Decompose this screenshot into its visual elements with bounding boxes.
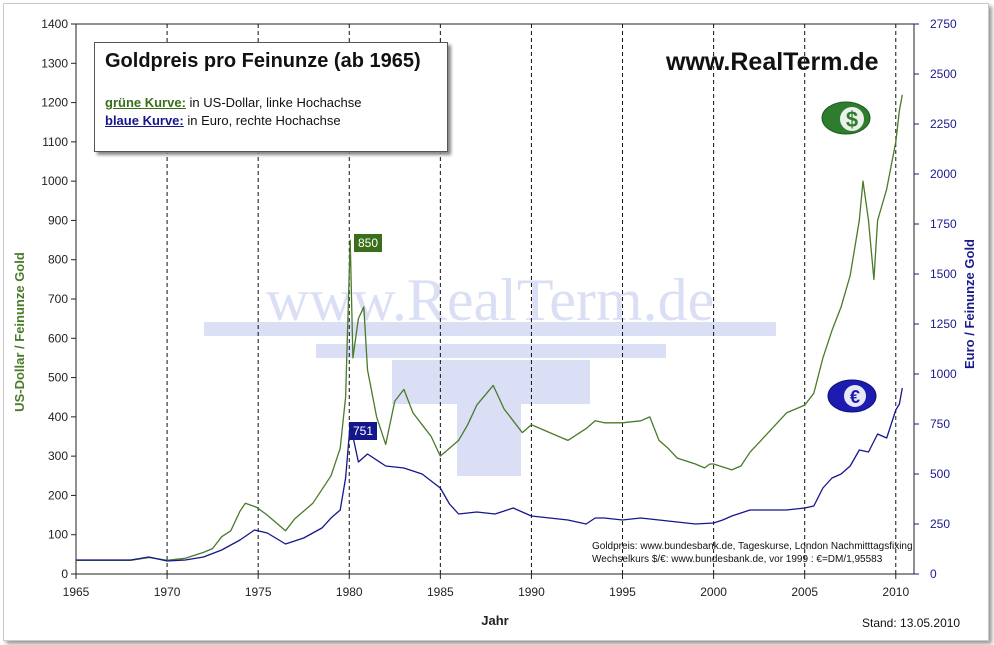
site-label: www.RealTerm.de: [666, 48, 879, 76]
y-left-tick-label: 700: [48, 292, 68, 306]
y-right-tick-label: 1750: [930, 217, 957, 231]
x-tick-label: 1995: [609, 585, 636, 599]
peak-label-usd: 850: [354, 234, 383, 252]
x-tick-label: 1985: [427, 585, 454, 599]
y-left-tick-label: 1400: [41, 17, 68, 31]
y-left-tick-label: 800: [48, 253, 68, 267]
y-right-tick-label: 1250: [930, 317, 957, 331]
legend-box: Goldpreis pro Feinunze (ab 1965) grüne K…: [94, 42, 448, 152]
y-right-tick-label: 1000: [930, 367, 957, 381]
y-left-tick-label: 100: [48, 528, 68, 542]
source-note-line-1: Goldpreis: www.bundesbank.de, Tageskurse…: [592, 541, 913, 552]
peak-label-eur: 751: [349, 422, 378, 440]
legend-key-blue: blaue Kurve:: [105, 113, 184, 128]
stand-label: Stand: 13.05.2010: [862, 616, 961, 630]
y-left-tick-label: 600: [48, 331, 68, 345]
y-right-tick-label: 2250: [930, 117, 957, 131]
x-tick-label: 1965: [63, 585, 90, 599]
source-note-line-2: Wechselkurs $/€: www.bundesbank.de, vor …: [592, 554, 883, 565]
y-left-tick-label: 500: [48, 371, 68, 385]
euro-icon: €: [827, 379, 877, 413]
y-right-tick-label: 1500: [930, 267, 957, 281]
series-line-usd: [76, 94, 903, 561]
y-left-tick-label: 200: [48, 488, 68, 502]
legend-entry-blue: blaue Kurve: in Euro, rechte Hochachse: [105, 113, 341, 128]
series-line-eur: [76, 387, 903, 562]
x-tick-label: 1975: [245, 585, 272, 599]
source-note: Goldpreis: www.bundesbank.de, Tageskurse…: [592, 540, 913, 566]
y-right-tick-label: 2000: [930, 167, 957, 181]
y-right-tick-label: 250: [930, 517, 950, 531]
series-layer: [76, 94, 903, 562]
y-left-tick-label: 900: [48, 213, 68, 227]
watermark-text: www.RealTerm.de: [266, 267, 714, 333]
y-right-tick-label: 2500: [930, 67, 957, 81]
y-axis-right-title: Euro / Feinunze Gold: [962, 239, 977, 369]
y-left-tick-label: 400: [48, 410, 68, 424]
chart-frame: www.RealTerm.de 0 100 200 300 400 500 600 700 80…: [3, 3, 989, 641]
legend-entry-green: grüne Kurve: in US-Dollar, linke Hochach…: [105, 95, 362, 110]
y-right-tick-label: 500: [930, 467, 950, 481]
svg-text:$: $: [846, 107, 858, 132]
x-tick-label: 1980: [336, 585, 363, 599]
y-left-tick-label: 0: [61, 567, 68, 581]
legend-text-green: in US-Dollar, linke Hochachse: [189, 95, 362, 110]
x-tick-label: 1990: [518, 585, 545, 599]
y-right-tick-label: 0: [930, 567, 937, 581]
y-right-tick-label: 750: [930, 417, 950, 431]
y-left-tick-label: 1100: [42, 135, 68, 149]
y-left-tick-label: 1200: [41, 96, 68, 110]
y-left-tick-label: 1000: [41, 174, 68, 188]
y-axis-left-title: US-Dollar / Feinunze Gold: [12, 252, 27, 412]
chart-title: Goldpreis pro Feinunze (ab 1965): [105, 50, 421, 72]
x-tick-label: 2005: [791, 585, 818, 599]
x-tick-label: 1970: [154, 585, 181, 599]
x-tick-label: 2010: [882, 585, 909, 599]
y-axis-right: 0 250 500 750 1000 1250 1500 1750 2000 2250 2500 27…: [914, 17, 957, 581]
x-axis: 1965 1970 1975 1980 1985 1990 1995 2000 2005 2010: [63, 574, 909, 599]
y-left-tick-label: 1300: [41, 56, 68, 70]
legend-key-green: grüne Kurve:: [105, 95, 186, 110]
x-axis-title: Jahr: [481, 613, 508, 628]
svg-text:€: €: [850, 387, 860, 407]
y-left-tick-label: 300: [48, 449, 68, 463]
legend-text-blue: in Euro, rechte Hochachse: [187, 113, 341, 128]
dollar-icon: $: [821, 101, 871, 135]
watermark: www.RealTerm.de: [204, 267, 776, 476]
y-right-tick-label: 2750: [930, 17, 957, 31]
y-axis-left: 0 100 200 300 400 500 600 700 800 900 1000 1100 1200…: [41, 17, 76, 581]
x-tick-label: 2000: [700, 585, 727, 599]
